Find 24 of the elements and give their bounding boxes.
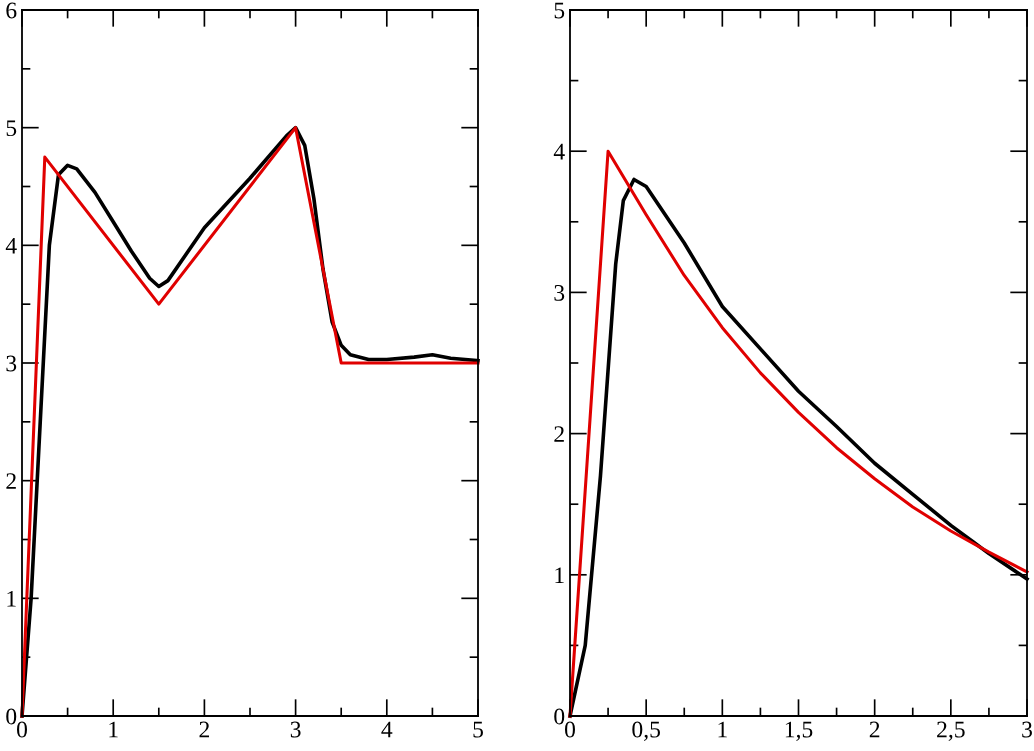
x-tick-label: 2 (869, 721, 880, 738)
y-tick-label: 4 (553, 143, 565, 160)
y-tick-label: 4 (5, 237, 17, 254)
x-tick-label: 3 (1022, 721, 1032, 738)
x-tick-label: 2 (199, 721, 209, 738)
y-tick-label: 2 (554, 426, 564, 442)
y-tick-label: 1 (7, 590, 16, 607)
y-tick-label: 5 (6, 120, 17, 137)
y-tick-label: 2 (6, 473, 16, 489)
x-tick-label: 1 (109, 721, 118, 738)
y-tick-label: 3 (6, 355, 17, 372)
y-tick-label: 0 (6, 708, 17, 725)
x-tick-label: 4 (381, 721, 393, 738)
y-tick-label: 1 (555, 567, 564, 583)
x-tick-label: 1,5 (785, 721, 813, 741)
y-tick-label: 0 (554, 708, 565, 725)
x-tick-label: 0,5 (632, 721, 660, 741)
y-tick-label: 5 (554, 2, 565, 19)
y-tick-label: 6 (6, 2, 17, 19)
x-tick-label: 5 (473, 721, 483, 738)
x-tick-label: 2,5 (937, 721, 965, 741)
x-tick-label: 1 (718, 721, 727, 738)
x-tick-label: 3 (290, 721, 301, 738)
y-tick-label: 3 (554, 284, 565, 301)
